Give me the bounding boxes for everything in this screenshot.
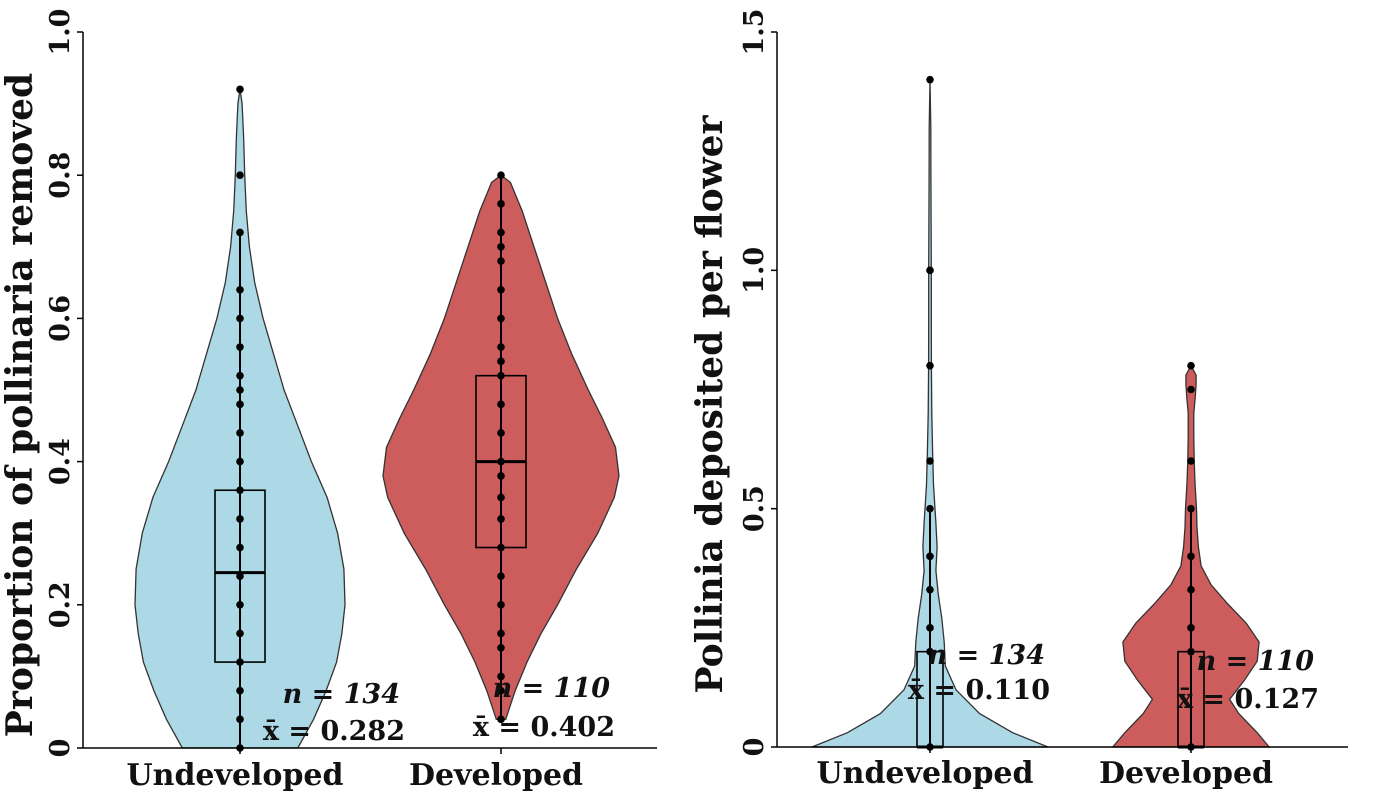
data-point xyxy=(497,457,505,466)
data-point xyxy=(236,543,244,552)
data-point xyxy=(1187,504,1195,513)
data-point xyxy=(497,672,505,681)
data-point xyxy=(926,585,934,594)
data-point xyxy=(497,285,505,294)
data-point xyxy=(926,75,934,84)
data-point xyxy=(1187,647,1195,656)
data-point xyxy=(497,543,505,552)
data-point xyxy=(1187,624,1195,632)
data-point xyxy=(497,493,505,502)
data-point xyxy=(497,629,505,638)
y-tick-label: 0.2 xyxy=(45,581,76,628)
data-point xyxy=(1187,552,1195,561)
y-axis-title: Pollinia deposited per flower xyxy=(689,115,731,694)
data-point xyxy=(236,715,244,724)
data-point xyxy=(236,486,244,495)
data-point xyxy=(497,314,505,323)
data-point xyxy=(926,552,934,561)
n-annotation: n = 134 xyxy=(928,640,1045,671)
data-point xyxy=(236,629,244,638)
data-point xyxy=(497,171,505,179)
data-point xyxy=(236,386,244,394)
mean-annotation: x̄ = 0.282 xyxy=(263,716,405,747)
data-point xyxy=(497,371,505,380)
left-panel: 0 0.2 0.4 0.6 0.8 1.0 Undeveloped Developed Prop… xyxy=(0,9,657,792)
y-tick-label: 1.0 xyxy=(739,247,770,294)
data-point xyxy=(497,601,505,609)
data-point xyxy=(497,572,505,580)
data-point xyxy=(926,457,934,465)
data-point xyxy=(1187,457,1195,465)
data-point xyxy=(497,715,505,724)
y-tick-label: 1.0 xyxy=(45,9,76,56)
data-point xyxy=(497,686,505,695)
y-tick-label: 0.6 xyxy=(45,295,76,342)
violin-undeveloped xyxy=(811,79,1049,748)
x-category-label: Undeveloped xyxy=(816,756,1033,791)
data-point xyxy=(497,400,505,409)
data-point xyxy=(236,371,244,380)
data-point xyxy=(497,472,505,480)
mean-annotation: x̄ = 0.110 xyxy=(908,675,1050,706)
data-point xyxy=(926,624,934,632)
data-point xyxy=(236,457,244,466)
y-tick-label: 0.5 xyxy=(739,485,770,532)
data-point xyxy=(926,504,934,513)
data-point xyxy=(497,243,505,251)
data-point xyxy=(497,643,505,652)
data-point xyxy=(497,343,505,351)
data-point xyxy=(236,429,244,437)
data-point xyxy=(497,515,505,523)
y-tick-label: 0 xyxy=(45,739,76,758)
data-point xyxy=(236,343,244,351)
y-tick-label: 1.5 xyxy=(739,9,770,56)
data-point xyxy=(497,357,505,366)
data-point xyxy=(926,647,934,656)
x-category-label: Developed xyxy=(409,758,583,792)
y-tick-label: 0 xyxy=(739,738,770,757)
data-point xyxy=(236,228,244,237)
data-point xyxy=(926,361,934,370)
data-point xyxy=(236,572,244,580)
n-annotation: n = 110 xyxy=(1197,646,1315,677)
data-point xyxy=(236,658,244,666)
data-point xyxy=(1187,585,1195,594)
n-annotation: n = 134 xyxy=(283,679,400,710)
data-point xyxy=(926,266,934,275)
mean-annotation: x̄ = 0.402 xyxy=(473,712,615,743)
data-point xyxy=(236,85,244,94)
data-point xyxy=(236,601,244,609)
data-point xyxy=(497,257,505,265)
data-point xyxy=(236,314,244,323)
data-point xyxy=(236,285,244,294)
x-category-label: Developed xyxy=(1099,756,1273,791)
data-point xyxy=(1187,361,1195,370)
x-category-label: Undeveloped xyxy=(126,758,343,792)
data-point xyxy=(497,429,505,437)
mean-annotation: x̄ = 0.127 xyxy=(1177,684,1319,715)
y-tick-label: 0.4 xyxy=(45,438,76,485)
data-point xyxy=(236,515,244,523)
data-point xyxy=(497,200,505,208)
data-point xyxy=(1187,385,1195,394)
right-panel: 0 0.5 1.0 1.5 Undeveloped Developed Pollinia d… xyxy=(689,9,1348,791)
data-point xyxy=(236,171,244,179)
data-point xyxy=(497,228,505,237)
n-annotation: n = 110 xyxy=(493,673,611,704)
data-point xyxy=(236,686,244,695)
data-point xyxy=(236,400,244,409)
y-tick-label: 0.8 xyxy=(45,152,76,199)
y-axis-title: Proportion of pollinaria removed xyxy=(0,73,41,737)
